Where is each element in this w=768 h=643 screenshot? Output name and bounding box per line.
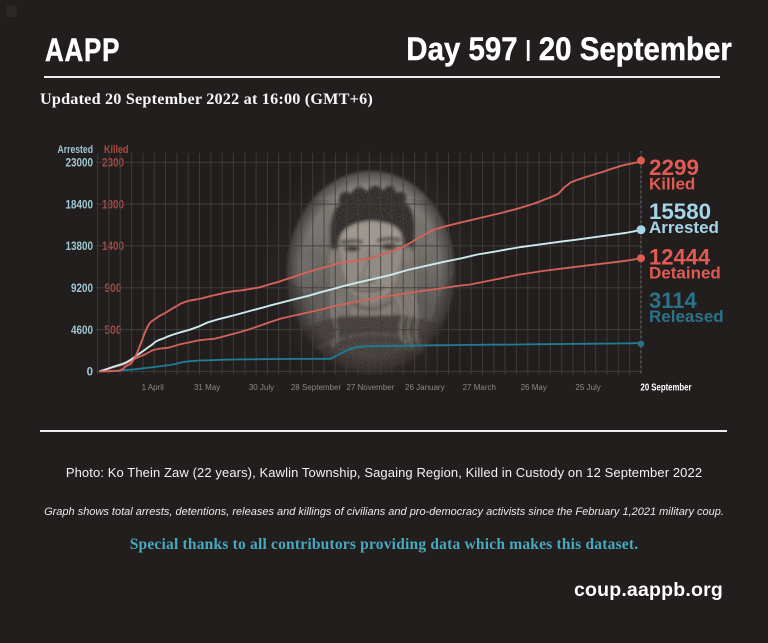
svg-text:4600: 4600 bbox=[71, 325, 93, 337]
svg-text:1400: 1400 bbox=[102, 241, 124, 253]
svg-text:Killed: Killed bbox=[104, 144, 129, 156]
svg-text:27 November: 27 November bbox=[346, 383, 394, 392]
svg-text:2300: 2300 bbox=[102, 157, 124, 169]
svg-text:Arrested: Arrested bbox=[649, 218, 719, 237]
svg-text:Killed: Killed bbox=[649, 175, 695, 194]
svg-text:31 May: 31 May bbox=[194, 383, 220, 392]
svg-text:13800: 13800 bbox=[66, 241, 94, 253]
svg-text:0: 0 bbox=[87, 367, 93, 379]
svg-text:15580: 15580 bbox=[649, 199, 711, 224]
svg-text:500: 500 bbox=[105, 325, 122, 337]
svg-text:12444: 12444 bbox=[649, 244, 711, 269]
svg-text:Detained: Detained bbox=[649, 263, 721, 282]
svg-text:26 January: 26 January bbox=[405, 383, 445, 392]
svg-text:900: 900 bbox=[105, 283, 122, 295]
svg-text:Released: Released bbox=[649, 307, 724, 326]
svg-text:2299: 2299 bbox=[649, 155, 699, 180]
svg-text:30 July: 30 July bbox=[249, 383, 274, 392]
svg-text:25 July: 25 July bbox=[575, 383, 600, 392]
svg-text:1 April: 1 April bbox=[142, 383, 164, 392]
svg-text:18400: 18400 bbox=[66, 199, 94, 211]
svg-text:28 September: 28 September bbox=[291, 383, 342, 392]
svg-text:23000: 23000 bbox=[66, 157, 94, 169]
svg-text:3114: 3114 bbox=[649, 288, 697, 313]
svg-text:9200: 9200 bbox=[71, 283, 93, 295]
svg-text:26 May: 26 May bbox=[521, 383, 547, 392]
svg-text:27 March: 27 March bbox=[463, 383, 496, 392]
svg-text:20 September: 20 September bbox=[641, 383, 692, 394]
svg-text:1800: 1800 bbox=[102, 199, 124, 211]
svg-text:Arrested: Arrested bbox=[58, 144, 94, 156]
